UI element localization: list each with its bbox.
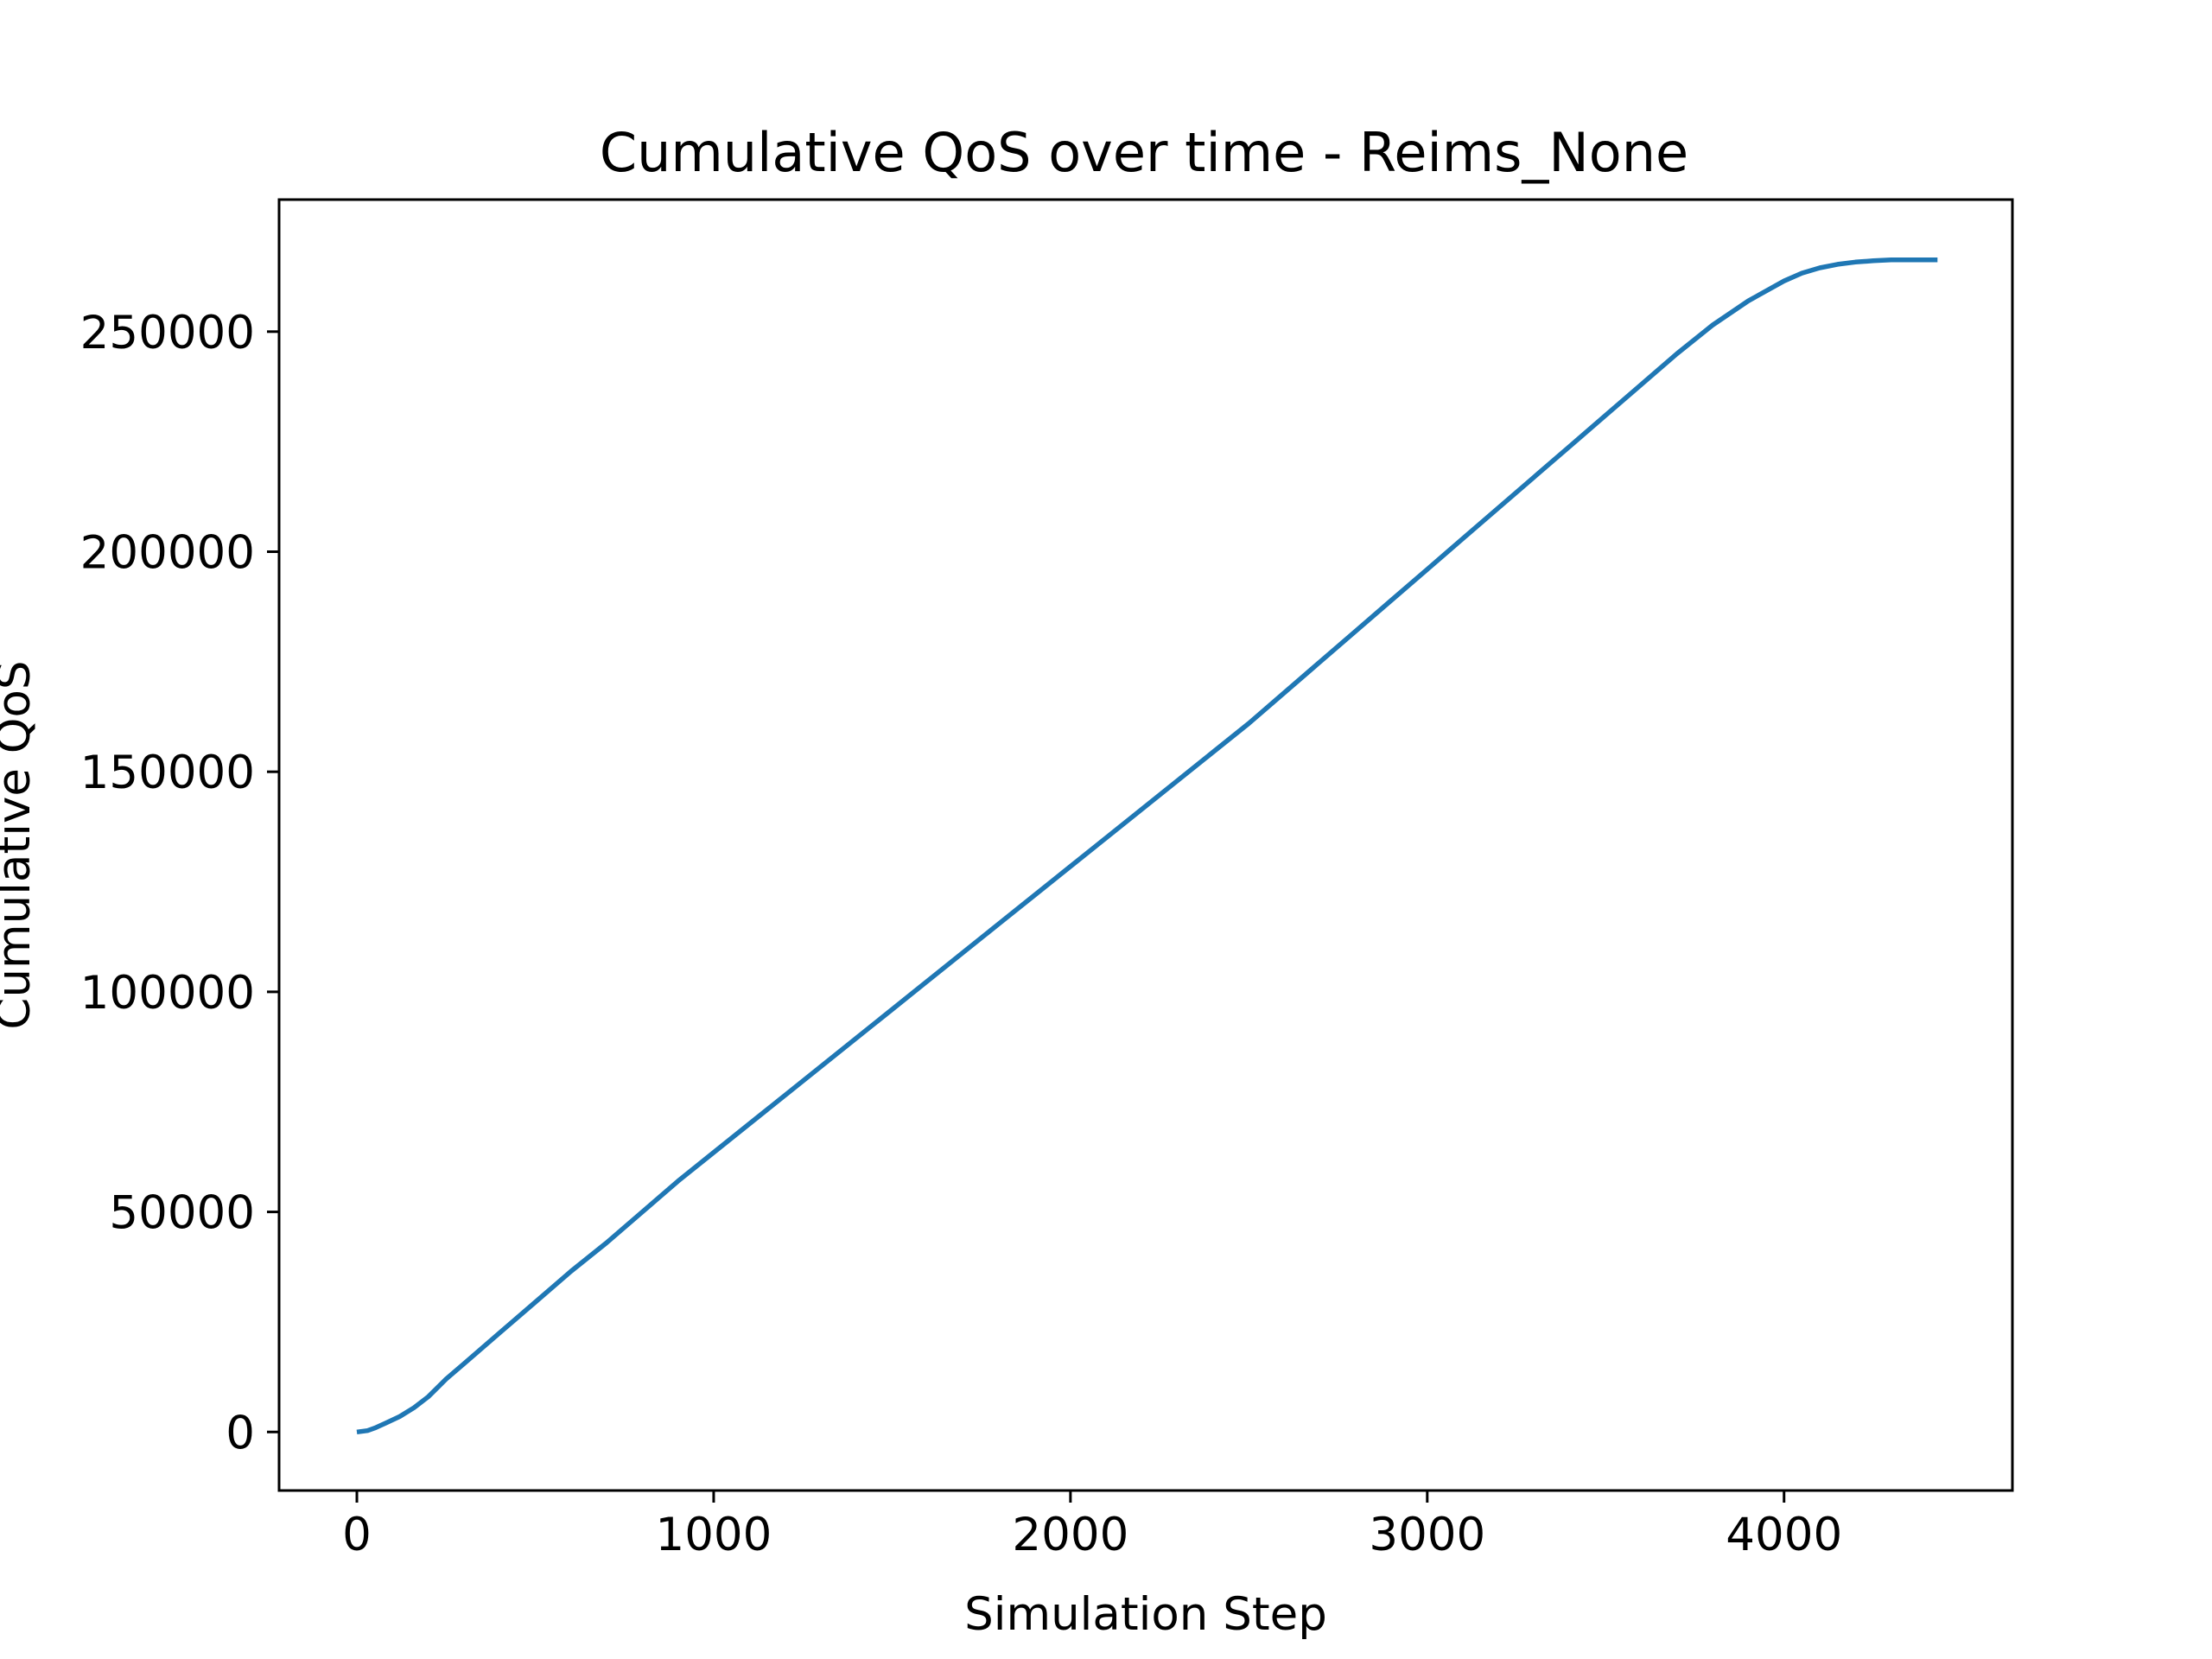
x-tick-label: 2000 xyxy=(1012,1509,1128,1561)
y-tick-label: 150000 xyxy=(80,747,255,799)
x-axis-label: Simulation Step xyxy=(964,1588,1327,1641)
y-tick-label: 200000 xyxy=(80,527,255,580)
y-tick-label: 250000 xyxy=(80,307,255,359)
x-tick-label: 0 xyxy=(342,1509,372,1561)
x-axis: 0 1000 2000 3000 4000 xyxy=(342,1491,1842,1561)
chart-title: Cumulative QoS over time - Reims_None xyxy=(600,121,1688,184)
y-axis-label: Cumulative QoS xyxy=(0,660,41,1029)
y-tick-label: 0 xyxy=(226,1407,255,1459)
y-tick-label: 100000 xyxy=(80,967,255,1020)
y-axis: 0 50000 100000 150000 200000 250000 xyxy=(80,307,279,1459)
x-tick-label: 1000 xyxy=(655,1509,772,1561)
plot-frame xyxy=(277,198,2014,1492)
y-tick-label: 50000 xyxy=(109,1187,255,1240)
x-tick-label: 4000 xyxy=(1726,1509,1842,1561)
x-tick-label: 3000 xyxy=(1369,1509,1485,1561)
plot-area xyxy=(277,198,2014,1492)
series-line-cumulative-qos xyxy=(356,257,1938,1435)
